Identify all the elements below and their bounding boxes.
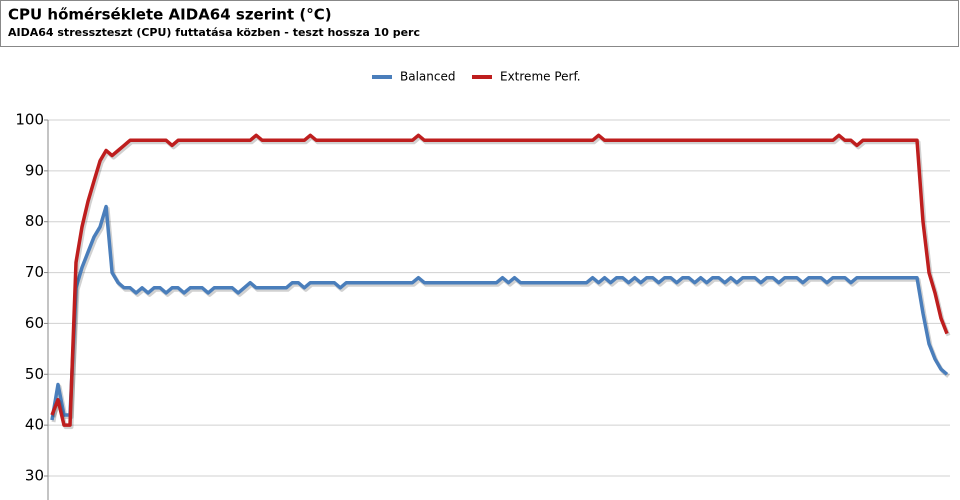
legend-label: Balanced (400, 70, 455, 84)
y-tick-label: 100 (15, 111, 44, 129)
chart-title: CPU hőmérséklete AIDA64 szerint (°C) (8, 6, 332, 24)
line-shadow (51, 135, 951, 430)
chart-subtitle: AIDA64 stresszteszt (CPU) futtatása közb… (8, 26, 420, 39)
y-tick-label: 50 (25, 365, 44, 383)
series-line (50, 204, 949, 421)
y-tick-label: 90 (25, 161, 44, 179)
line-shadow (51, 206, 950, 423)
y-tick-label: 80 (25, 212, 44, 230)
title-box (0, 0, 959, 47)
legend-label: Extreme Perf. (500, 70, 581, 84)
y-tick-label: 30 (25, 467, 44, 485)
y-tick-label: 60 (25, 314, 44, 332)
series-line (50, 133, 949, 427)
y-tick-label: 40 (25, 416, 44, 434)
y-tick-label: 70 (25, 263, 44, 281)
